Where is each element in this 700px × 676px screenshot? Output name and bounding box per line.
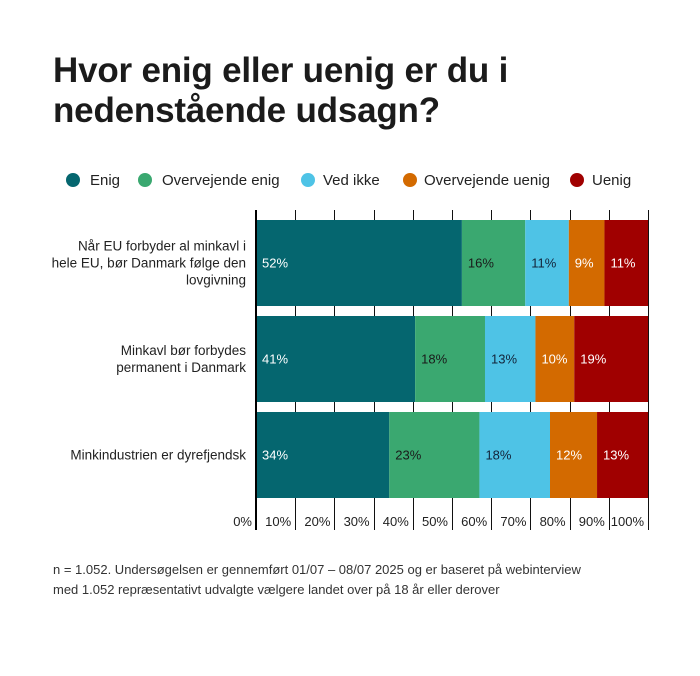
footnote-line-2: med 1.052 repræsentativt udvalgte vælger… (53, 582, 500, 597)
data-label: 34% (262, 448, 288, 463)
legend-label: Uenig (592, 171, 632, 189)
legend-dot-icon (403, 173, 417, 187)
data-label: 18% (485, 448, 511, 463)
bar-segment (256, 316, 416, 402)
bar-segment (256, 412, 390, 498)
chart-title: Hvor enig eller uenig er du i nedenståen… (53, 51, 508, 131)
bar-segment (256, 220, 462, 306)
data-label: 18% (421, 352, 447, 367)
legend-label: Enig (90, 171, 121, 189)
category-label: Når EU forbyder al minkavl i (78, 239, 246, 254)
legend-label: Overvejende enig (162, 171, 280, 189)
legend-label: Overvejende uenig (424, 171, 550, 189)
data-label: 11% (531, 256, 556, 271)
bar-segment (389, 412, 480, 498)
bar-segment (525, 220, 569, 306)
legend-item-overvejende-enig: Overvejende enig (138, 170, 280, 190)
category-label: permanent i Danmark (116, 360, 246, 375)
x-tick-label: 50% (422, 514, 448, 529)
x-tick-label: 60% (461, 514, 487, 529)
x-tick-label: 0% (233, 514, 252, 529)
data-label: 16% (468, 256, 494, 271)
category-label: Minkavl bør forbydes (121, 343, 247, 358)
bar-segment (550, 412, 598, 498)
bar-segment (484, 316, 536, 402)
data-label: 19% (580, 352, 606, 367)
data-label: 13% (491, 352, 517, 367)
legend-item-uenig: Uenig (570, 170, 631, 190)
data-label: 23% (395, 448, 421, 463)
data-label: 52% (262, 256, 288, 271)
category-labels: Når EU forbyder al minkavl i hele EU, bør… (52, 239, 247, 463)
category-label: lovgivning (186, 273, 246, 288)
chart-title-line-1: Hvor enig eller uenig er du i (53, 51, 509, 90)
x-tick-label: 30% (344, 514, 370, 529)
data-label: 13% (603, 448, 629, 463)
legend-item-overvejende-uenig: Overvejende uenig (403, 170, 550, 190)
legend: Enig Overvejende enig Ved ikke Overvejen… (0, 170, 700, 190)
legend-dot-icon (570, 173, 584, 187)
bar-segment (535, 316, 575, 402)
legend-dot-icon (138, 173, 152, 187)
data-label: 10% (541, 352, 567, 367)
chart-title-line-2: nedenstående udsagn? (53, 91, 440, 130)
footnote: n = 1.052. Undersøgelsen er gennemført 0… (53, 560, 581, 600)
legend-item-ved-ikke: Ved ikke (301, 170, 380, 190)
x-tick-label: 20% (304, 514, 330, 529)
footnote-line-1: n = 1.052. Undersøgelsen er gennemført 0… (53, 562, 581, 577)
category-label: hele EU, bør Danmark følge den (52, 256, 246, 271)
legend-dot-icon (66, 173, 80, 187)
data-label: 9% (575, 256, 594, 271)
legend-label: Ved ikke (323, 171, 380, 189)
data-label: 11% (610, 256, 635, 271)
x-tick-label: 70% (500, 514, 526, 529)
bar-segment (597, 412, 648, 498)
category-label: Minkindustrien er dyrefjendsk (70, 448, 246, 463)
bars: 52% 16% 11% 9% 11% 41% 18% 13% 10% 19% 34% 23% 18% 12… (256, 220, 648, 498)
data-label: 41% (262, 352, 288, 367)
x-axis: 0% 10% 20% 30% 40% 50% 60% 70% 80% 90% 100% (233, 210, 644, 530)
x-tick-label: 80% (540, 514, 566, 529)
bar-segment (604, 220, 648, 306)
bar-segment (461, 220, 526, 306)
x-tick-label: 10% (265, 514, 291, 529)
legend-dot-icon (301, 173, 315, 187)
bar-segment (574, 316, 648, 402)
x-tick-label: 90% (579, 514, 605, 529)
x-tick-label: 40% (383, 514, 409, 529)
bar-segment (415, 316, 485, 402)
legend-item-enig: Enig (66, 170, 120, 190)
x-tick-label: 100% (611, 514, 645, 529)
data-label: 12% (556, 448, 582, 463)
bar-segment (568, 220, 605, 306)
bar-segment (479, 412, 550, 498)
